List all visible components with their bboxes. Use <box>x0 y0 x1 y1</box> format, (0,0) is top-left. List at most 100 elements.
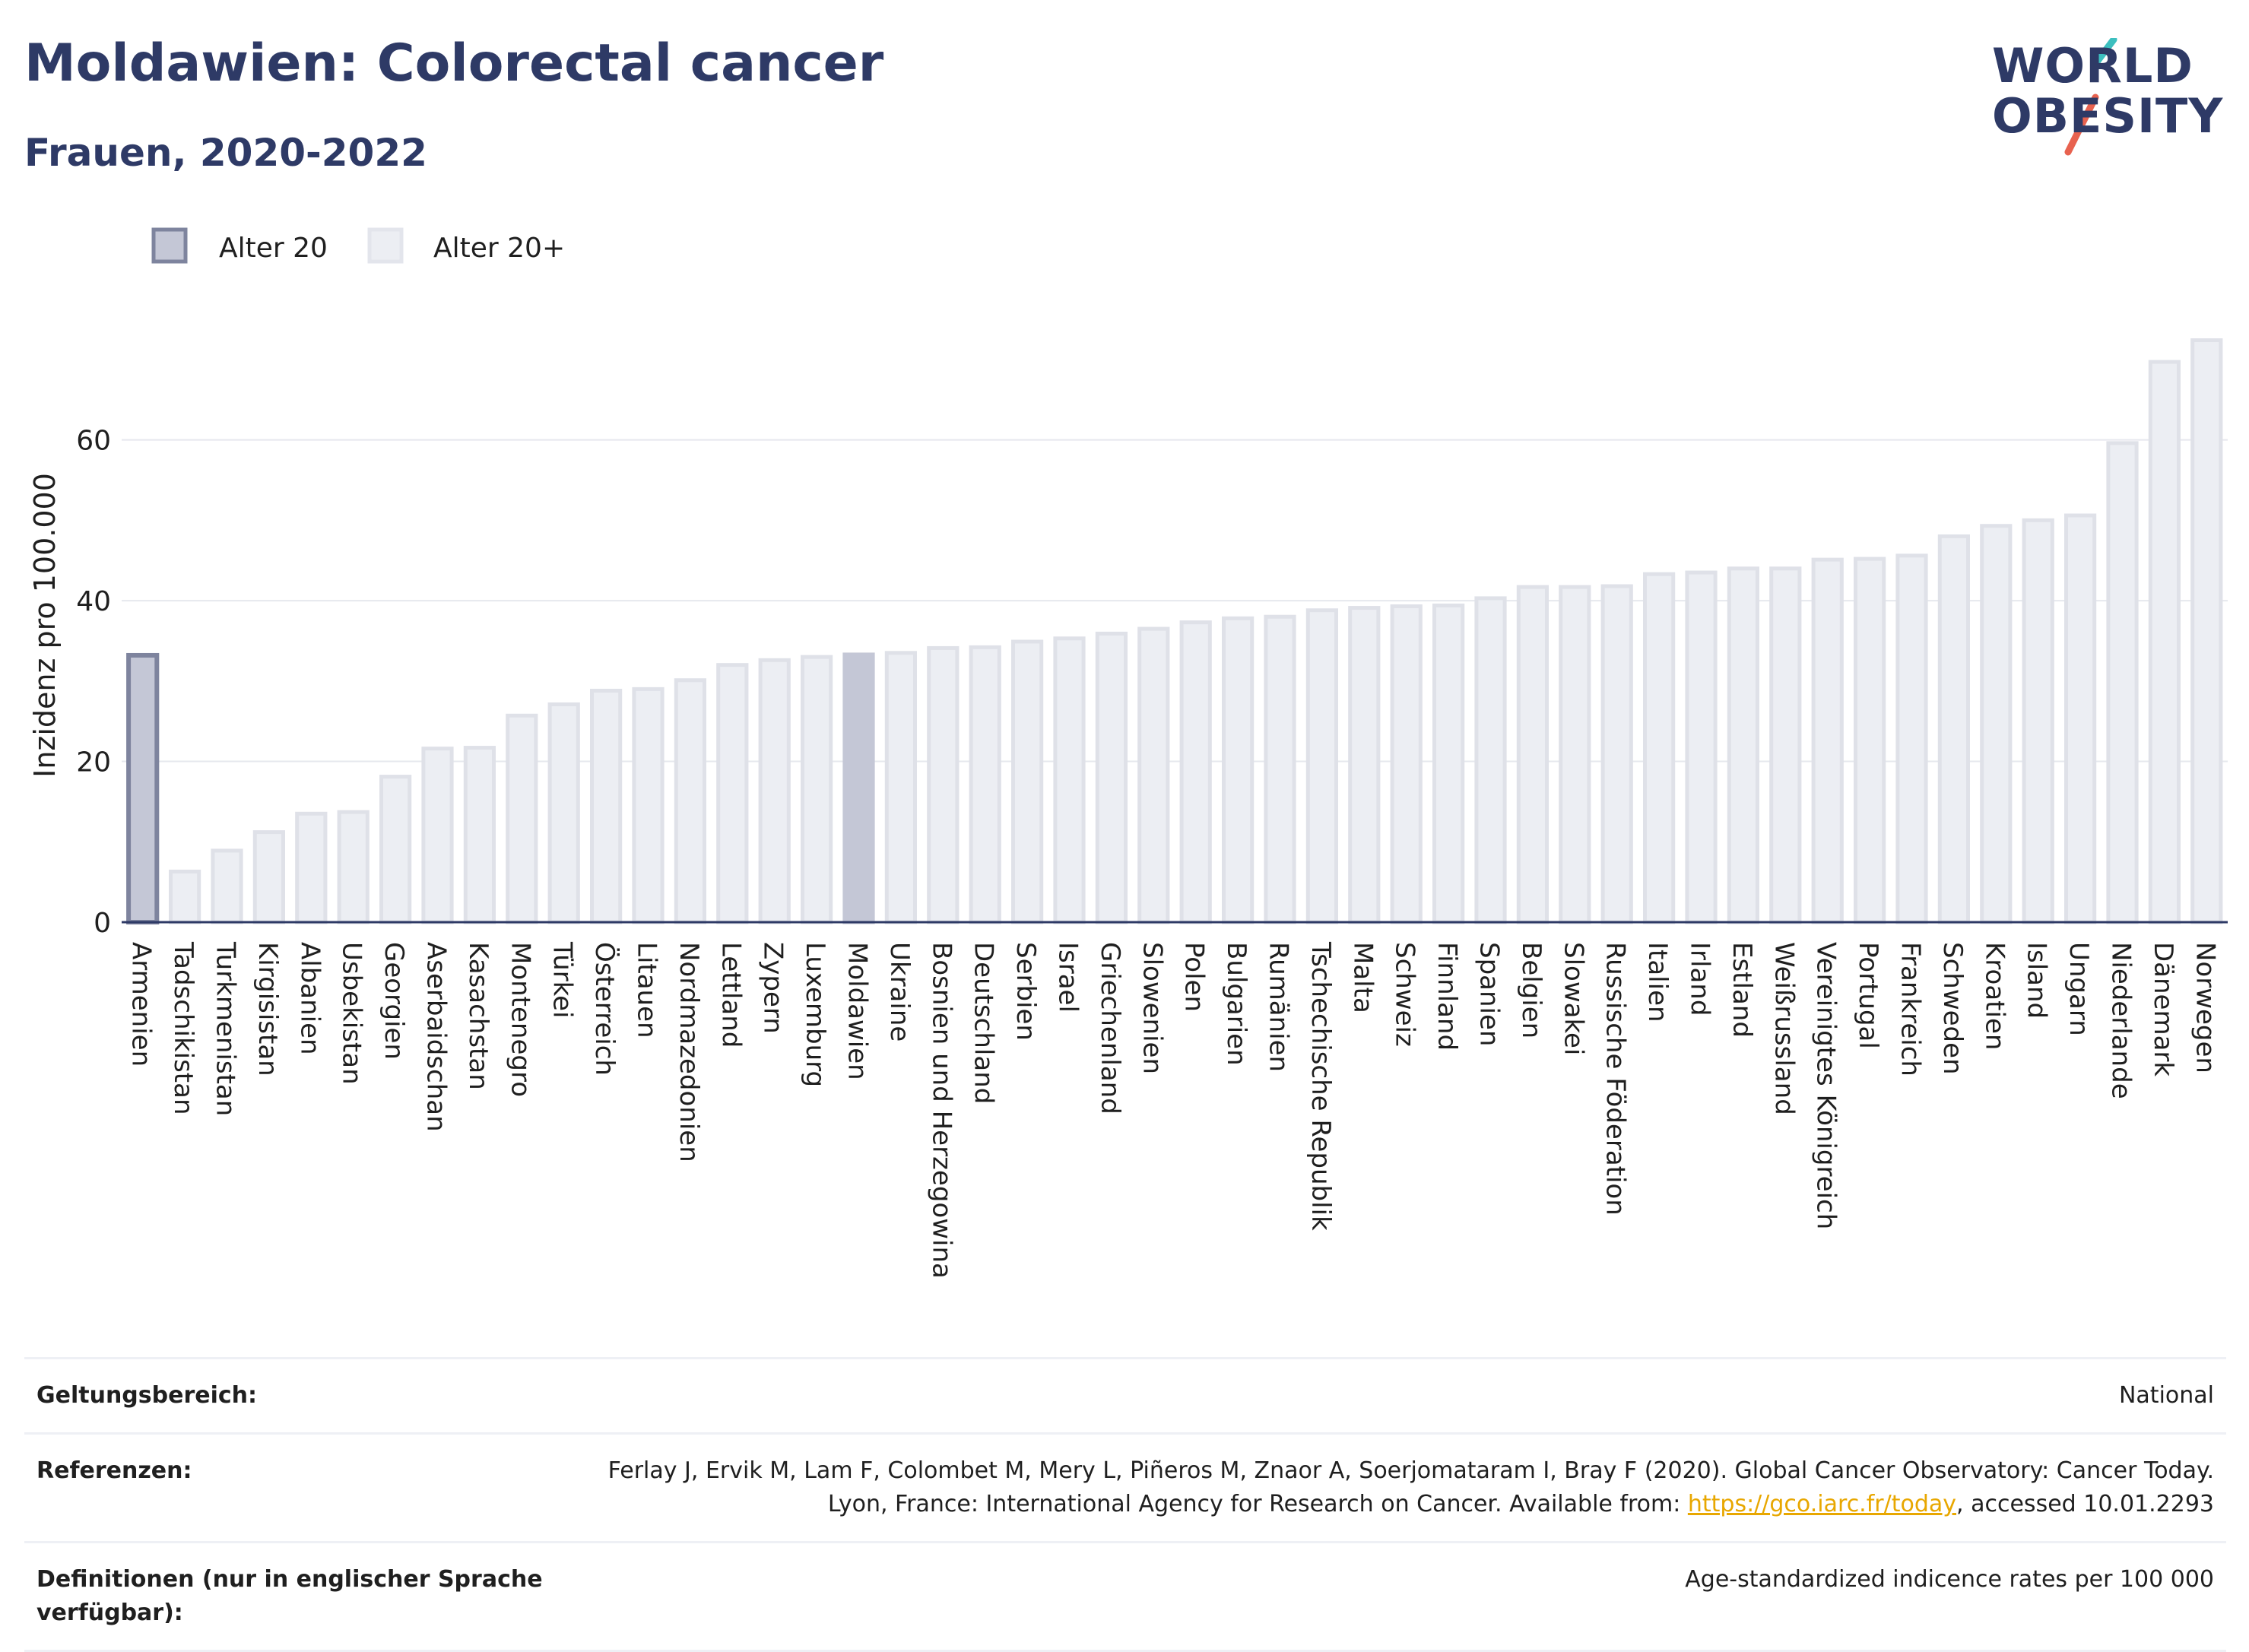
x-tick-label: Türkei <box>547 941 578 1018</box>
bar-dänemark <box>2148 360 2181 924</box>
x-tick-label: Bulgarien <box>1221 942 1251 1066</box>
x-tick-label: Deutschland <box>969 942 999 1104</box>
x-tick-label: Rumänien <box>1264 942 1294 1072</box>
references-value: Ferlay J, Ervik M, Lam F, Colombet M, Me… <box>579 1454 2214 1521</box>
x-tick-label: Portugal <box>1853 942 1883 1049</box>
y-tick-label: 20 <box>76 747 111 778</box>
bar-griechenland <box>1095 631 1128 924</box>
scope-value: National <box>2118 1382 2214 1409</box>
bar-irland <box>1685 570 1718 924</box>
bar-ukraine <box>884 651 918 924</box>
bar-kirgisistan <box>252 830 286 924</box>
bar-portugal <box>1853 556 1886 924</box>
bar-kasachstan <box>463 746 496 924</box>
bar-deutschland <box>969 645 1001 924</box>
x-axis-labels: Armenien Tadschikistan Turkmenistan Kirgisi… <box>126 941 2221 1279</box>
bar-italien <box>1642 572 1676 924</box>
bar-spanien <box>1474 596 1507 924</box>
bar-slowenien <box>1137 626 1170 924</box>
x-tick-label: Finnland <box>1432 942 1462 1051</box>
bars <box>126 338 2223 924</box>
x-tick-label: Turkmenistan <box>211 941 241 1116</box>
bar-vereinigtes-königreich <box>1811 557 1844 924</box>
x-tick-label: Italien <box>1642 942 1673 1023</box>
bar-moldawien <box>842 652 875 924</box>
bar-chart: Alter 20 Alter 20+ 0 20 40 60 Armenien Tadsc… <box>28 227 2228 1279</box>
x-tick-label: Niederlande <box>2106 942 2136 1099</box>
references-accessed: , accessed 10.01.2293 <box>1956 1491 2214 1517</box>
legend: Alter 20 Alter 20+ <box>151 227 565 264</box>
bar-usbekistan <box>337 810 370 924</box>
x-tick-label: Israel <box>1053 942 1083 1013</box>
bar-bosnien-und-herzegowina <box>927 645 960 924</box>
bar-israel <box>1053 636 1086 924</box>
bar-aserbaidschan <box>421 747 454 924</box>
bar-estland <box>1727 566 1760 924</box>
bar-slowakei <box>1559 585 1591 924</box>
x-tick-label: Moldawien <box>842 942 873 1080</box>
bar-island <box>2022 518 2054 924</box>
x-tick-label: Belgien <box>1516 942 1546 1038</box>
bar-tschechische-republik <box>1305 608 1339 924</box>
x-tick-label: Estland <box>1727 942 1757 1038</box>
x-tick-label: Island <box>2022 942 2052 1019</box>
bar-armenien <box>126 652 160 924</box>
bar-lettland <box>716 663 749 924</box>
x-tick-label: Ukraine <box>884 942 915 1042</box>
bar-nordmazedonien <box>674 678 707 924</box>
x-tick-label: Ungarn <box>2063 942 2094 1036</box>
bar-zypern <box>758 658 791 924</box>
definitions-value: Age-standardized indicence rates per 100… <box>1685 1566 2214 1593</box>
bar-polen <box>1179 620 1212 924</box>
x-tick-label: Kasachstan <box>463 942 493 1090</box>
x-tick-label: Weißrussland <box>1768 942 1799 1115</box>
bar-kroatien <box>1980 524 2013 924</box>
bar-ungarn <box>2063 513 2097 924</box>
x-tick-label: Russische Föderation <box>1600 942 1631 1216</box>
legend-swatch-normal <box>367 227 404 264</box>
bar-tadschikistan <box>168 869 201 924</box>
bar-georgien <box>379 775 412 924</box>
x-tick-label: Aserbaidschan <box>421 942 452 1132</box>
x-tick-label: Usbekistan <box>337 942 367 1085</box>
bar-türkei <box>547 702 580 924</box>
logo-line-2: OBESITY <box>1992 88 2224 144</box>
y-axis-label: Inzidenz pro 100.000 <box>28 473 62 778</box>
bar-montenegro <box>506 713 538 924</box>
x-tick-label: Luxemburg <box>800 942 830 1087</box>
x-tick-label: Schweden <box>1937 942 1968 1075</box>
x-tick-label: Dänemark <box>2148 942 2178 1076</box>
logo-slash-icon <box>2064 38 2117 156</box>
bar-finnland <box>1432 603 1465 924</box>
bar-malta <box>1348 606 1381 924</box>
bar-serbien <box>1010 639 1044 924</box>
scope-label: Geltungsbereich: <box>36 1382 258 1409</box>
x-tick-label: Lettland <box>715 942 746 1048</box>
x-tick-label: Serbien <box>1010 942 1041 1041</box>
y-tick-label: 40 <box>76 586 111 617</box>
bar-turkmenistan <box>211 848 243 924</box>
world-obesity-logo: WORLD OBESITY <box>1984 38 2235 160</box>
x-tick-label: Kroatien <box>1979 942 2010 1050</box>
x-tick-label: Malta <box>1347 942 1378 1013</box>
x-tick-label: Slowenien <box>1137 942 1167 1074</box>
bar-schweden <box>1937 534 1971 924</box>
x-tick-label: Schweiz <box>1390 942 1420 1047</box>
legend-label-highlight: Alter 20 <box>219 233 328 264</box>
bar-niederlande <box>2106 441 2139 924</box>
x-tick-label: Bosnien und Herzegowina <box>926 942 956 1279</box>
chart-title: Moldawien: Colorectal cancer <box>24 33 884 94</box>
x-tick-label: Tadschikistan <box>168 941 198 1115</box>
x-tick-label: Vereinigtes Königreich <box>1811 942 1841 1229</box>
bar-luxemburg <box>800 655 833 924</box>
definitions-label: Definitionen (nur in englischer Sprache … <box>36 1566 543 1626</box>
references-link[interactable]: https://gco.iarc.fr/today <box>1687 1491 1957 1517</box>
legend-label-normal: Alter 20+ <box>433 233 565 264</box>
chart-subtitle: Frauen, 2020-2022 <box>24 131 427 175</box>
y-axis-ticks: 0 20 40 60 <box>76 426 111 939</box>
x-tick-label: Armenien <box>126 942 157 1067</box>
bar-frankreich <box>1895 553 1928 924</box>
x-tick-label: Nordmazedonien <box>674 942 704 1162</box>
bar-russische-föderation <box>1600 584 1633 924</box>
x-tick-label: Litauen <box>632 942 662 1038</box>
